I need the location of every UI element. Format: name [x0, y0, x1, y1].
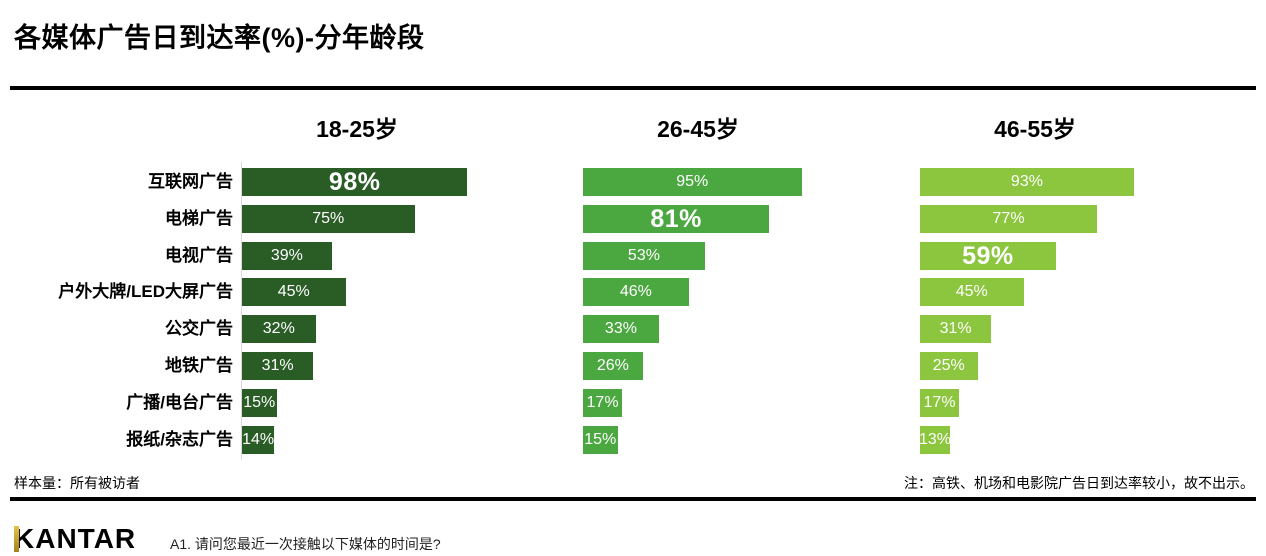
bar-value-label: 75%: [312, 209, 345, 227]
bar: 59%: [920, 241, 1056, 270]
question-text: A1. 请问您最近一次接触以下媒体的时间是?: [170, 536, 441, 552]
bar-value-label: 26%: [596, 357, 629, 374]
bar: 17%: [583, 388, 623, 417]
category-label: 广播/电台广告: [126, 392, 233, 412]
bar: 95%: [583, 168, 802, 196]
bar: 33%: [583, 315, 659, 344]
bar-value-label: 98%: [328, 168, 381, 196]
bar-value-label: 59%: [962, 241, 1014, 270]
category-label: 地铁广告: [165, 356, 233, 375]
bar-value-label: 15%: [243, 393, 276, 411]
bar: 31%: [920, 315, 992, 344]
sample-note: 样本量：所有被访者: [14, 475, 140, 491]
bar: 45%: [242, 278, 346, 307]
bar-value-label: 31%: [939, 320, 972, 338]
category-label: 电视广告: [165, 245, 233, 265]
bar: 15%: [242, 388, 277, 417]
bar-value-label: 39%: [270, 246, 303, 264]
footnote: 注：高铁、机场和电影院广告日到达率较小，故不出示。: [904, 475, 1254, 491]
bar: 32%: [242, 315, 316, 344]
bar: 15%: [583, 425, 618, 454]
bar: 45%: [920, 278, 1024, 307]
bar-value-label: 46%: [619, 283, 652, 301]
category-label: 互联网广告: [148, 172, 233, 191]
bar: 93%: [920, 168, 1134, 196]
bar-value-label: 95%: [676, 173, 709, 190]
bar-value-label: 81%: [650, 204, 702, 233]
bar-value-label: 13%: [918, 430, 951, 448]
bar: 13%: [918, 425, 951, 454]
age-group-header: 26-45岁: [657, 116, 739, 142]
bar: 81%: [583, 204, 770, 233]
bar-value-label: 93%: [1010, 173, 1043, 190]
bar: 46%: [583, 278, 689, 307]
category-label: 电梯广告: [165, 208, 233, 228]
bar-value-label: 33%: [604, 320, 637, 338]
bar-value-label: 25%: [932, 357, 965, 374]
bar: 31%: [242, 352, 314, 380]
bar: 39%: [242, 241, 332, 270]
bar: 17%: [920, 388, 960, 417]
kantar-logo-text: KANTAR: [14, 523, 137, 554]
bar-value-label: 32%: [262, 320, 295, 338]
footer-divider: [10, 497, 1256, 501]
kantar-logo: KANTAR: [14, 523, 136, 555]
bar: 77%: [920, 204, 1098, 233]
category-label: 报纸/杂志广告: [126, 429, 233, 449]
bar-value-label: 14%: [242, 430, 275, 448]
bar-value-label: 77%: [992, 209, 1025, 227]
axis-line: [241, 162, 242, 460]
page-title: 各媒体广告日到达率(%)-分年龄段: [14, 23, 425, 53]
bar: 75%: [242, 204, 415, 233]
category-label: 户外大牌/LED大屏广告: [58, 282, 233, 302]
bar: 53%: [583, 241, 705, 270]
kantar-logo-gold-accent: [14, 526, 19, 552]
bar-value-label: 15%: [584, 430, 617, 448]
bar-value-label: 31%: [261, 357, 294, 374]
age-group-header: 46-55岁: [994, 116, 1076, 142]
bar: 25%: [920, 352, 978, 380]
bar-value-label: 17%: [586, 393, 619, 411]
bar: 98%: [242, 168, 468, 196]
bar-value-label: 45%: [277, 283, 310, 301]
bar-value-label: 17%: [923, 393, 956, 411]
category-label: 公交广告: [165, 319, 233, 339]
age-group-header: 18-25岁: [316, 116, 398, 142]
bar: 14%: [242, 425, 275, 454]
title-divider: [10, 86, 1256, 90]
bar-value-label: 53%: [627, 246, 660, 264]
bar: 26%: [583, 352, 643, 380]
bar-value-label: 45%: [955, 283, 988, 301]
